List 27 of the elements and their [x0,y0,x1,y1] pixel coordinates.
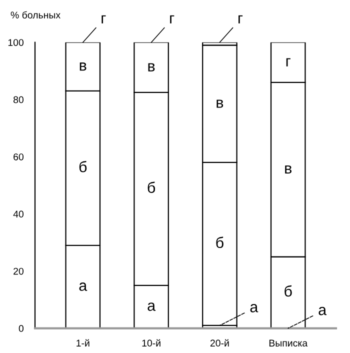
text: г [102,15,106,24]
series-label: б [216,236,224,248]
text: а [250,304,258,312]
y-tick-label: 100 [8,39,24,46]
text: б [148,182,156,193]
x-tick-label: 20-й [210,339,229,347]
text: в [216,100,224,108]
y-tick-label: 0 [18,325,24,332]
text: б [284,285,292,297]
x-tick-label: Выписка [269,340,308,347]
series-label: в [285,165,292,174]
text: а [318,306,327,316]
series-label: а [79,282,88,291]
y-tick-label: 80 [14,96,24,104]
y-axis-title: % больных [10,11,60,18]
text: а [148,302,156,311]
series-label: г [286,58,290,66]
y-tick-label: 40 [13,210,24,218]
text: г [170,15,174,24]
x-tick-label: 10-й [142,339,160,347]
x-tick-label: 1-й [76,339,90,346]
y-tick-label: 20 [14,268,24,275]
text: в [148,63,155,72]
text: б [79,160,87,172]
y-tick-label: 60 [14,153,24,160]
text: в [80,62,86,71]
text: г [238,15,243,24]
